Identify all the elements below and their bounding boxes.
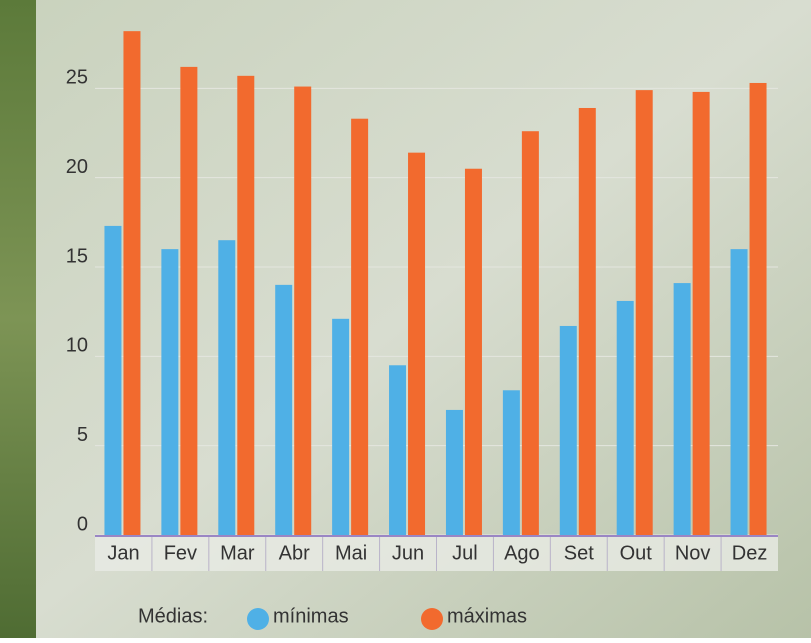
bar <box>522 131 539 535</box>
bar <box>446 410 463 535</box>
y-tick-label: 10 <box>66 335 88 357</box>
legend-title: Médias: <box>138 605 208 627</box>
bar <box>294 87 311 535</box>
bar <box>731 249 748 535</box>
y-tick-label: 5 <box>77 424 88 446</box>
x-tick-label: Out <box>620 542 653 564</box>
y-tick-label: 15 <box>66 245 88 267</box>
x-tick-label: Abr <box>279 542 310 564</box>
y-tick-label: 20 <box>66 156 88 178</box>
bar <box>351 119 368 535</box>
bar <box>104 226 121 535</box>
x-tick-label: Mar <box>220 542 255 564</box>
x-tick-label: Mai <box>335 542 367 564</box>
x-tick-label: Ago <box>504 542 540 564</box>
bar <box>218 240 235 535</box>
x-tick-label: Fev <box>164 542 197 564</box>
bar <box>636 90 653 535</box>
legend-marker <box>421 608 443 630</box>
legend-label: mínimas <box>273 605 349 627</box>
foliage-strip <box>0 0 36 638</box>
bar <box>161 249 178 535</box>
bar <box>750 83 767 535</box>
bar <box>560 326 577 535</box>
bar <box>408 153 425 535</box>
bar <box>332 319 349 535</box>
bar <box>123 31 140 535</box>
bar <box>180 67 197 535</box>
bar <box>503 390 520 535</box>
legend-label: máximas <box>447 605 527 627</box>
y-tick-label: 0 <box>77 513 88 535</box>
bar <box>693 92 710 535</box>
x-tick-label: Jan <box>107 542 139 564</box>
bar <box>674 283 691 535</box>
page: Médias: 051015202530JanFevMarAbrMaiJunJu… <box>0 0 811 638</box>
x-tick-label: Jul <box>452 542 478 564</box>
x-tick-label: Nov <box>675 542 711 564</box>
bar <box>389 365 406 535</box>
x-tick-label: Set <box>564 542 594 564</box>
legend-marker <box>247 608 269 630</box>
y-tick-label: 25 <box>66 67 88 89</box>
bar <box>465 169 482 535</box>
x-tick-label: Dez <box>732 542 768 564</box>
x-tick-label: Jun <box>392 542 424 564</box>
chart: Médias: 051015202530JanFevMarAbrMaiJunJu… <box>0 0 811 638</box>
bar <box>275 285 292 535</box>
bar <box>617 301 634 535</box>
bar <box>579 108 596 535</box>
bar <box>237 76 254 535</box>
